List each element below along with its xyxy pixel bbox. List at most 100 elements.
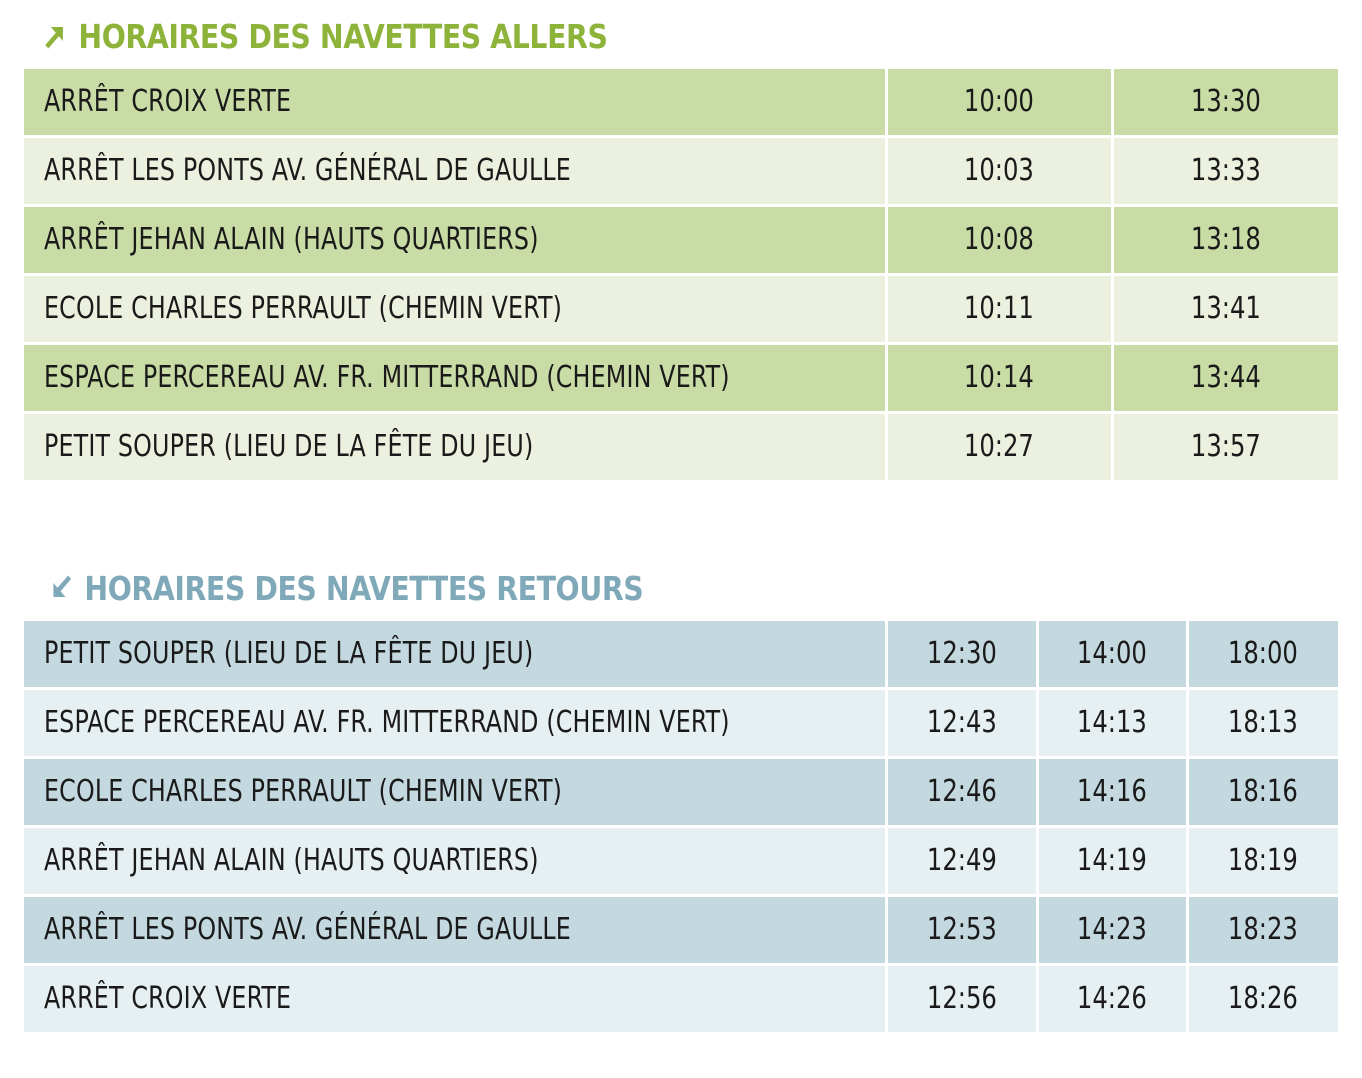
table-row: PETIT SOUPER (LIEU DE LA FÊTE DU JEU) 10:… <box>24 411 1338 480</box>
departure-time: 13:30 <box>1190 84 1261 119</box>
stop-cell: ARRÊT CROIX VERTE <box>24 69 888 138</box>
arrow-up-right-icon <box>45 27 63 49</box>
time-cell: 18:23 <box>1185 894 1338 966</box>
stop-cell: ECOLE CHARLES PERRAULT (CHEMIN VERT) <box>24 273 888 345</box>
time-cell: 12:43 <box>884 687 1039 759</box>
table-row: ECOLE CHARLES PERRAULT (CHEMIN VERT) 10:1… <box>24 273 1338 345</box>
departure-time: 14:00 <box>1076 636 1148 671</box>
departure-time: 12:46 <box>926 774 997 809</box>
departure-time: 14:26 <box>1076 981 1148 1016</box>
stop-cell: ARRÊT JEHAN ALAIN (HAUTS QUARTIERS) <box>24 204 888 276</box>
departure-time: 13:41 <box>1190 291 1261 326</box>
stop-cell: ARRÊT LES PONTS AV. GÉNÉRAL DE GAULLE <box>24 894 888 966</box>
departure-time: 12:53 <box>926 912 997 947</box>
departure-time: 13:33 <box>1190 153 1261 188</box>
time-cell: 13:41 <box>1110 273 1338 345</box>
time-cell: 18:26 <box>1185 963 1338 1032</box>
stop-cell: ARRÊT JEHAN ALAIN (HAUTS QUARTIERS) <box>24 825 888 897</box>
departure-time: 10:03 <box>963 153 1035 188</box>
table-row: PETIT SOUPER (LIEU DE LA FÊTE DU JEU) 12:… <box>24 621 1338 690</box>
departure-time: 18:26 <box>1228 981 1299 1016</box>
table-row: ARRÊT CROIX VERTE 12:56 14:26 18:26 <box>24 963 1338 1032</box>
time-cell: 10:00 <box>884 69 1114 138</box>
section-title-retour-text: HORAIRES DES NAVETTES RETOURS <box>84 568 644 608</box>
time-cell: 10:03 <box>884 135 1114 207</box>
time-cell: 13:18 <box>1110 204 1338 276</box>
stop-name: ECOLE CHARLES PERRAULT (CHEMIN VERT) <box>44 774 563 809</box>
stop-name: PETIT SOUPER (LIEU DE LA FÊTE DU JEU) <box>44 636 534 671</box>
stop-name: ARRÊT LES PONTS AV. GÉNÉRAL DE GAULLE <box>44 912 571 947</box>
time-cell: 13:57 <box>1110 411 1338 480</box>
table-row: ARRÊT JEHAN ALAIN (HAUTS QUARTIERS) 12:49… <box>24 825 1338 897</box>
schedule-table-aller: ARRÊT CROIX VERTE 10:00 13:30 ARRÊT LES PON… <box>24 69 1338 480</box>
stop-name: ESPACE PERCEREAU AV. FR. MITTERRAND (CHE… <box>44 705 730 740</box>
time-cell: 18:13 <box>1185 687 1338 759</box>
departure-time: 18:19 <box>1228 843 1299 878</box>
departure-time: 18:23 <box>1228 912 1299 947</box>
departure-time: 18:16 <box>1228 774 1299 809</box>
stop-cell: ARRÊT CROIX VERTE <box>24 963 888 1032</box>
stop-name: ARRÊT CROIX VERTE <box>44 981 292 1016</box>
departure-time: 10:08 <box>963 222 1035 257</box>
departure-time: 18:00 <box>1228 636 1299 671</box>
departure-time: 13:57 <box>1190 429 1261 464</box>
stop-cell: ESPACE PERCEREAU AV. FR. MITTERRAND (CHE… <box>24 342 888 414</box>
departure-time: 10:14 <box>963 360 1035 395</box>
departure-time: 10:00 <box>963 84 1035 119</box>
stop-cell: PETIT SOUPER (LIEU DE LA FÊTE DU JEU) <box>24 621 888 690</box>
time-cell: 13:44 <box>1110 342 1338 414</box>
stop-cell: ARRÊT LES PONTS AV. GÉNÉRAL DE GAULLE <box>24 135 888 207</box>
table-row: ESPACE PERCEREAU AV. FR. MITTERRAND (CHE… <box>24 342 1338 414</box>
departure-time: 10:11 <box>963 291 1035 326</box>
departure-time: 12:30 <box>926 636 997 671</box>
time-cell: 14:26 <box>1035 963 1189 1032</box>
stop-cell: ECOLE CHARLES PERRAULT (CHEMIN VERT) <box>24 756 888 828</box>
time-cell: 14:16 <box>1035 756 1189 828</box>
stop-name: ARRÊT JEHAN ALAIN (HAUTS QUARTIERS) <box>44 843 539 878</box>
section-title-retour: HORAIRES DES NAVETTES RETOURS <box>50 568 644 608</box>
time-cell: 10:27 <box>884 411 1114 480</box>
stop-name: ARRÊT LES PONTS AV. GÉNÉRAL DE GAULLE <box>44 153 571 188</box>
time-cell: 14:19 <box>1035 825 1189 897</box>
time-cell: 14:00 <box>1035 621 1189 690</box>
section-title-aller: HORAIRES DES NAVETTES ALLERS <box>44 16 608 56</box>
time-cell: 12:53 <box>884 894 1039 966</box>
stop-name: ARRÊT JEHAN ALAIN (HAUTS QUARTIERS) <box>44 222 539 257</box>
time-cell: 18:16 <box>1185 756 1338 828</box>
stop-name: ARRÊT CROIX VERTE <box>44 84 292 119</box>
time-cell: 18:00 <box>1185 621 1338 690</box>
stop-name: ECOLE CHARLES PERRAULT (CHEMIN VERT) <box>44 291 563 326</box>
time-cell: 14:13 <box>1035 687 1189 759</box>
departure-time: 12:56 <box>926 981 997 1016</box>
time-cell: 12:49 <box>884 825 1039 897</box>
table-row: ARRÊT JEHAN ALAIN (HAUTS QUARTIERS) 10:08… <box>24 204 1338 276</box>
time-cell: 12:56 <box>884 963 1039 1032</box>
departure-time: 10:27 <box>963 429 1035 464</box>
time-cell: 12:30 <box>884 621 1039 690</box>
time-cell: 10:14 <box>884 342 1114 414</box>
departure-time: 14:23 <box>1076 912 1148 947</box>
departure-time: 13:44 <box>1190 360 1261 395</box>
departure-time: 12:43 <box>926 705 997 740</box>
table-row: ARRÊT LES PONTS AV. GÉNÉRAL DE GAULLE 12:… <box>24 894 1338 966</box>
table-row: ESPACE PERCEREAU AV. FR. MITTERRAND (CHE… <box>24 687 1338 759</box>
time-cell: 13:33 <box>1110 135 1338 207</box>
stop-name: ESPACE PERCEREAU AV. FR. MITTERRAND (CHE… <box>44 360 730 395</box>
schedule-table-retour: PETIT SOUPER (LIEU DE LA FÊTE DU JEU) 12:… <box>24 621 1338 1032</box>
section-title-aller-text: HORAIRES DES NAVETTES ALLERS <box>78 16 608 56</box>
departure-time: 14:16 <box>1076 774 1148 809</box>
stop-cell: ESPACE PERCEREAU AV. FR. MITTERRAND (CHE… <box>24 687 888 759</box>
departure-time: 12:49 <box>926 843 997 878</box>
departure-time: 14:19 <box>1076 843 1148 878</box>
table-row: ECOLE CHARLES PERRAULT (CHEMIN VERT) 12:4… <box>24 756 1338 828</box>
time-cell: 10:08 <box>884 204 1114 276</box>
time-cell: 18:19 <box>1185 825 1338 897</box>
time-cell: 10:11 <box>884 273 1114 345</box>
departure-time: 18:13 <box>1228 705 1299 740</box>
stop-cell: PETIT SOUPER (LIEU DE LA FÊTE DU JEU) <box>24 411 888 480</box>
departure-time: 14:13 <box>1076 705 1148 740</box>
table-row: ARRÊT LES PONTS AV. GÉNÉRAL DE GAULLE 10:… <box>24 135 1338 207</box>
stop-name: PETIT SOUPER (LIEU DE LA FÊTE DU JEU) <box>44 429 534 464</box>
table-row: ARRÊT CROIX VERTE 10:00 13:30 <box>24 69 1338 138</box>
arrow-down-left-icon <box>53 575 72 597</box>
